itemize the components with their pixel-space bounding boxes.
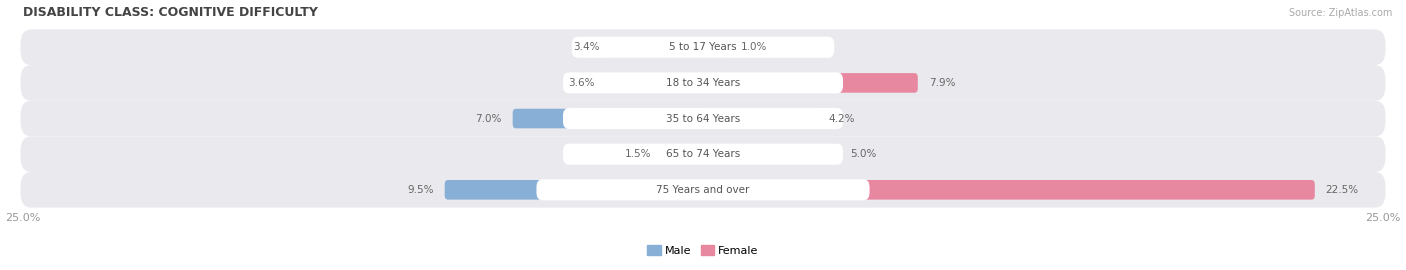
Text: 5 to 17 Years: 5 to 17 Years (669, 42, 737, 52)
FancyBboxPatch shape (703, 144, 839, 164)
Text: 65 to 74 Years: 65 to 74 Years (666, 149, 740, 159)
FancyBboxPatch shape (572, 37, 834, 58)
Text: 35 to 64 Years: 35 to 64 Years (666, 114, 740, 124)
Text: Source: ZipAtlas.com: Source: ZipAtlas.com (1288, 8, 1392, 18)
FancyBboxPatch shape (21, 29, 1385, 65)
FancyBboxPatch shape (21, 136, 1385, 172)
FancyBboxPatch shape (662, 144, 703, 164)
FancyBboxPatch shape (703, 38, 730, 57)
Text: 18 to 34 Years: 18 to 34 Years (666, 78, 740, 88)
Text: 1.0%: 1.0% (741, 42, 768, 52)
Text: 3.6%: 3.6% (568, 78, 595, 88)
Text: 5.0%: 5.0% (849, 149, 876, 159)
FancyBboxPatch shape (610, 38, 703, 57)
FancyBboxPatch shape (703, 73, 918, 93)
Text: 1.5%: 1.5% (624, 149, 651, 159)
FancyBboxPatch shape (703, 109, 817, 128)
Text: 22.5%: 22.5% (1326, 185, 1358, 195)
FancyBboxPatch shape (605, 73, 703, 93)
Text: 3.4%: 3.4% (574, 42, 600, 52)
FancyBboxPatch shape (513, 109, 703, 128)
FancyBboxPatch shape (21, 172, 1385, 208)
Text: 75 Years and over: 75 Years and over (657, 185, 749, 195)
FancyBboxPatch shape (537, 179, 869, 200)
FancyBboxPatch shape (562, 72, 844, 93)
Text: 7.0%: 7.0% (475, 114, 502, 124)
FancyBboxPatch shape (562, 144, 844, 165)
Text: 9.5%: 9.5% (408, 185, 434, 195)
FancyBboxPatch shape (444, 180, 703, 200)
FancyBboxPatch shape (562, 108, 844, 129)
Text: 7.9%: 7.9% (929, 78, 955, 88)
Text: 4.2%: 4.2% (828, 114, 855, 124)
Legend: Male, Female: Male, Female (647, 245, 759, 255)
Text: DISABILITY CLASS: COGNITIVE DIFFICULTY: DISABILITY CLASS: COGNITIVE DIFFICULTY (24, 6, 318, 19)
FancyBboxPatch shape (703, 180, 1315, 200)
FancyBboxPatch shape (21, 101, 1385, 136)
FancyBboxPatch shape (21, 65, 1385, 101)
